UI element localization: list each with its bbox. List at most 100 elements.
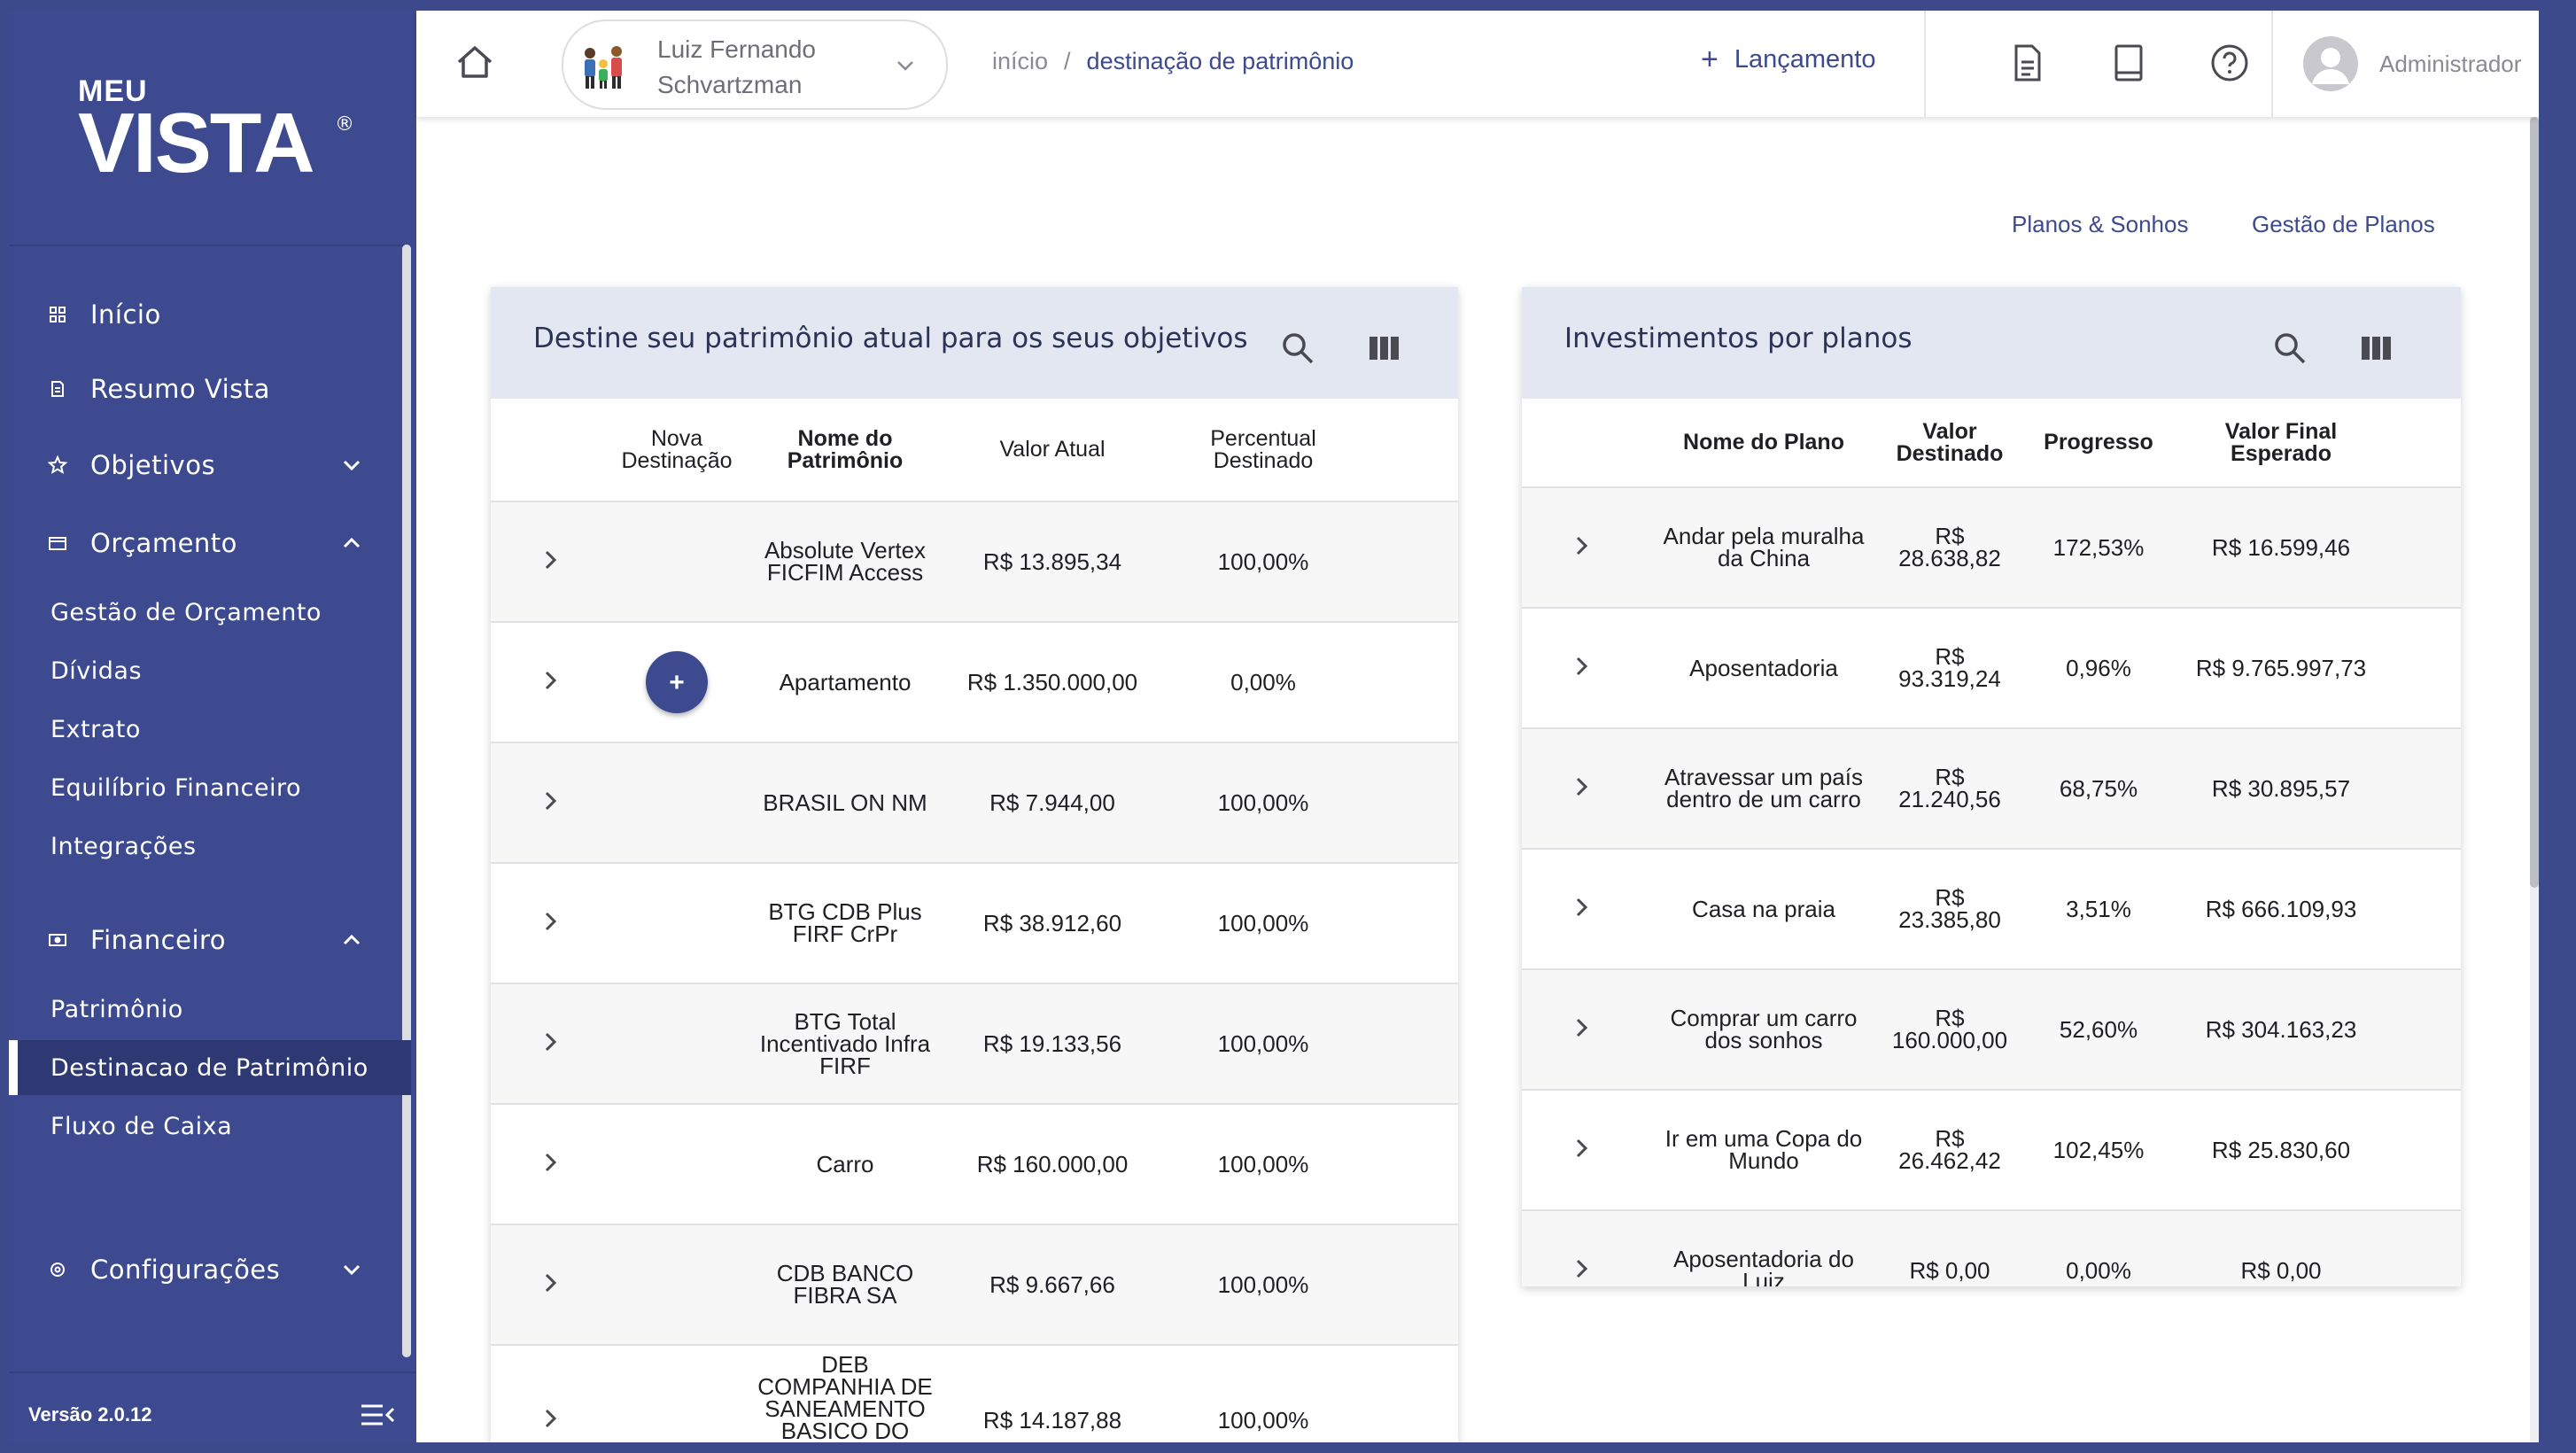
- table-row[interactable]: BTG CDB Plus FIRF CrPr R$ 38.912,60 100,00%: [491, 863, 1458, 984]
- patrimonio-table: Nova Destinação Nome do Patrimônio Valor A…: [491, 399, 1458, 1442]
- sidebar-item-label: Objetivos: [90, 450, 216, 480]
- sidebar-item-resumo-vista[interactable]: Resumo Vista: [9, 360, 402, 418]
- table-row[interactable]: Ir em uma Copa do Mundo R$ 26.462,42 102,45…: [1522, 1090, 2461, 1211]
- table-row[interactable]: + Apartamento R$ 1.350.000,00 0,00%: [491, 622, 1458, 743]
- plano-name-cell: Ir em uma Copa do Mundo: [1642, 1090, 1885, 1211]
- header-nova-destinacao[interactable]: Nova Destinação: [611, 399, 742, 502]
- help-icon[interactable]: [2209, 43, 2250, 83]
- patrimonio-name-cell-line: COMPANHIA DE: [757, 1373, 933, 1400]
- collapse-menu-icon[interactable]: [360, 1402, 395, 1428]
- chevron-right-icon[interactable]: [542, 1270, 560, 1296]
- table-row[interactable]: BTG Total Incentivado Infra FIRF R$ 19.133,…: [491, 983, 1458, 1105]
- columns-icon[interactable]: [1366, 330, 1403, 367]
- header-valor-final-esperado[interactable]: Valor Final Esperado: [2183, 399, 2379, 488]
- progresso-cell: 3,51%: [2014, 849, 2183, 970]
- meu-vista-logo[interactable]: MEU VISTA ®: [78, 74, 361, 198]
- percentual-destinado-cell: 0,00%: [1157, 622, 1369, 743]
- breadcrumb-home[interactable]: início: [992, 48, 1049, 74]
- sidebar-item-orcamento[interactable]: Orçamento: [9, 514, 402, 572]
- columns-icon[interactable]: [2358, 330, 2395, 367]
- sidebar-subitem-gestao-orcamento[interactable]: Gestão de Orçamento: [9, 585, 402, 640]
- table-row[interactable]: Aposentadoria do Luiz R$ 0,00 0,00% R$ 0,00: [1522, 1210, 2461, 1286]
- report-document-icon[interactable]: [2007, 43, 2048, 83]
- table-row[interactable]: Aposentadoria R$ 93.319,24 0,96% R$ 9.765.9…: [1522, 608, 2461, 729]
- table-row[interactable]: Comprar um carro dos sonhos R$ 160.000,00 5…: [1522, 969, 2461, 1091]
- chevron-right-icon[interactable]: [542, 667, 560, 694]
- header-valor-atual[interactable]: Valor Atual: [948, 399, 1157, 502]
- sidebar-item-configuracoes[interactable]: Configurações: [9, 1240, 402, 1299]
- table-row[interactable]: CDB BANCO FIBRA SA R$ 9.667,66 100,00%: [491, 1224, 1458, 1346]
- gestao-planos-link[interactable]: Gestão de Planos: [2252, 211, 2435, 237]
- sidebar-subitem-integracoes[interactable]: Integrações: [9, 819, 402, 874]
- sidebar-subitem-dividas[interactable]: Dívidas: [9, 643, 402, 698]
- chevron-right-icon[interactable]: [542, 547, 560, 573]
- sidebar-scrollbar[interactable]: [402, 245, 411, 1357]
- search-icon[interactable]: [1279, 330, 1316, 367]
- main-scrollbar[interactable]: [2530, 117, 2539, 1442]
- percentual-destinado-cell: 100,00%: [1157, 501, 1369, 623]
- sidebar-subitem-patrimonio[interactable]: Patrimônio: [9, 982, 402, 1037]
- table-row[interactable]: Carro R$ 160.000,00 100,00%: [491, 1104, 1458, 1225]
- client-selector[interactable]: Luiz Fernando Schvartzman: [562, 19, 948, 110]
- table-row[interactable]: Casa na praia R$ 23.385,80 3,51% R$ 666.109…: [1522, 849, 2461, 970]
- table-row[interactable]: Absolute Vertex FICFIM Access R$ 13.895,34…: [491, 501, 1458, 623]
- row-expand-cell: [1522, 849, 1642, 970]
- logo-registered: ®: [335, 113, 354, 136]
- plano-name-cell-line: Aposentadoria do: [1673, 1246, 1854, 1272]
- chevron-right-icon[interactable]: [542, 908, 560, 935]
- progresso-cell: 0,96%: [2014, 608, 2183, 729]
- table-row[interactable]: Atravessar um país dentro de um carro R$ 2…: [1522, 728, 2461, 850]
- progresso-cell: 68,75%: [2014, 728, 2183, 850]
- header-valor-destinado[interactable]: Valor Destinado: [1885, 399, 2014, 488]
- user-menu[interactable]: Administrador: [2303, 35, 2521, 92]
- chevron-right-icon[interactable]: [542, 1405, 560, 1432]
- patrimonio-name-cell: BRASIL ON NM: [742, 742, 948, 864]
- header-percentual-destinado[interactable]: Percentual Destinado: [1157, 399, 1369, 502]
- chevron-right-icon[interactable]: [1573, 532, 1591, 559]
- header-nome-patrimonio[interactable]: Nome do Patrimônio: [742, 399, 948, 502]
- family-avatar-icon: [585, 46, 622, 89]
- patrimonio-name-cell-line: Apartamento: [779, 668, 912, 695]
- chevron-right-icon[interactable]: [542, 1029, 560, 1055]
- valor-atual-cell: R$ 9.667,66: [948, 1224, 1157, 1346]
- chevron-right-icon[interactable]: [542, 788, 560, 814]
- chevron-right-icon[interactable]: [542, 1149, 560, 1176]
- chevron-right-icon[interactable]: [1573, 1014, 1591, 1041]
- chevron-right-icon[interactable]: [1573, 1135, 1591, 1162]
- sidebar-item-inicio[interactable]: Início: [9, 285, 402, 344]
- chevron-right-icon[interactable]: [1573, 773, 1591, 800]
- add-destinacao-button[interactable]: +: [646, 651, 708, 713]
- sidebar-subitem-fluxo-caixa[interactable]: Fluxo de Caixa: [9, 1099, 402, 1154]
- sidebar-item-objetivos[interactable]: Objetivos: [9, 436, 402, 494]
- sidebar-subitem-destinacao-patrimonio[interactable]: Destinacao de Patrimônio: [9, 1040, 411, 1095]
- main-scrollbar-thumb[interactable]: [2530, 117, 2539, 888]
- book-icon[interactable]: [2108, 43, 2149, 83]
- sidebar-item-financeiro[interactable]: Financeiro: [9, 911, 402, 969]
- percentual-destinado-cell: 100,00%: [1157, 1345, 1369, 1442]
- valor-final-cell: R$ 304.163,23: [2183, 969, 2379, 1091]
- sidebar-subitem-label: Fluxo de Caixa: [50, 1112, 233, 1140]
- grid-icon: [48, 305, 67, 324]
- lancamento-button[interactable]: + Lançamento: [1701, 44, 1875, 74]
- sidebar-subitem-equilibrio-financeiro[interactable]: Equilíbrio Financeiro: [9, 760, 402, 815]
- header-nome-plano[interactable]: Nome do Plano: [1642, 399, 1885, 488]
- planos-sonhos-link[interactable]: Planos & Sonhos: [2012, 211, 2189, 237]
- patrimonio-name-cell-line: FIRF CrPr: [792, 921, 898, 947]
- home-icon[interactable]: [454, 41, 496, 83]
- table-row[interactable]: BRASIL ON NM R$ 7.944,00 100,00%: [491, 742, 1458, 864]
- chevron-right-icon[interactable]: [1573, 653, 1591, 680]
- valor-atual-cell: R$ 160.000,00: [948, 1104, 1157, 1225]
- header-spacer: [2379, 399, 2461, 488]
- sidebar-scrollbar-thumb[interactable]: [402, 245, 411, 1357]
- table-row[interactable]: Andar pela muralha da China R$ 28.638,82 17…: [1522, 487, 2461, 609]
- search-icon[interactable]: [2271, 330, 2308, 367]
- nova-destinacao-cell: [611, 1224, 742, 1346]
- sidebar-subitem-label: Dívidas: [50, 657, 143, 685]
- chevron-right-icon[interactable]: [1573, 1255, 1591, 1282]
- header-progresso[interactable]: Progresso: [2014, 399, 2183, 488]
- valor-destinado-cell: R$ 26.462,42: [1885, 1090, 2014, 1211]
- sidebar-subitem-extrato[interactable]: Extrato: [9, 702, 402, 757]
- destinacao-patrimonio-card: Destine seu patrimônio atual para os seu…: [491, 287, 1458, 1442]
- chevron-right-icon[interactable]: [1573, 894, 1591, 921]
